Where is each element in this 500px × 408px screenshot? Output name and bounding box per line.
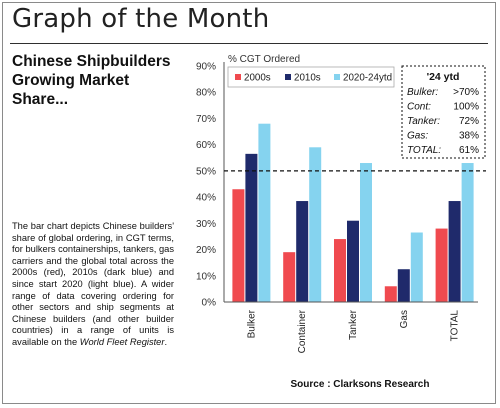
- graph-frame: [2, 2, 496, 404]
- y-tick-label: 0%: [202, 298, 217, 309]
- headline-line-3: Share...: [12, 91, 68, 108]
- ytd-row-value: >70%: [453, 87, 479, 98]
- ytd-row-value: 72%: [459, 116, 479, 127]
- y-tick-label: 40%: [196, 193, 216, 204]
- bar-gas-2000s: [384, 286, 397, 302]
- headline: Chinese Shipbuilders Growing Market Shar…: [12, 52, 202, 109]
- axes: [223, 62, 486, 303]
- x-label-container: Container: [297, 309, 308, 353]
- bar-bulker-2020-24ytd: [258, 123, 271, 302]
- bar-bulker-2010s: [245, 153, 258, 302]
- x-axis-labels: Bulker Container Tanker Gas TOTAL: [246, 309, 460, 353]
- ytd-row-label: Cont:: [407, 102, 431, 113]
- bar-bulker-2000s: [232, 189, 245, 302]
- legend-swatch-2000s: [235, 74, 241, 80]
- y-tick-label: 10%: [196, 271, 216, 282]
- bar-total-2010s: [448, 201, 461, 302]
- ytd-row-label: Tanker:: [407, 116, 440, 127]
- ytd-row-label: TOTAL:: [407, 145, 441, 156]
- bar-container-2010s: [296, 201, 309, 302]
- bar-gas-2020-24ytd: [410, 232, 423, 302]
- legend-swatch-2020-24ytd: [334, 74, 340, 80]
- x-label-gas: Gas: [399, 310, 410, 328]
- ytd-row-label: Bulker:: [407, 87, 438, 98]
- ytd-row-label: Gas:: [407, 131, 428, 142]
- bar-container-2020-24ytd: [309, 147, 322, 302]
- x-label-total: TOTAL: [450, 310, 461, 342]
- legend-label-2020-24ytd: 2020-24ytd: [343, 73, 392, 84]
- y-tick-label: 50%: [196, 166, 216, 177]
- y-tick-label: 20%: [196, 245, 216, 256]
- chart-description: The bar chart depicts Chinese builders' …: [12, 221, 174, 349]
- headline-line-1: Chinese Shipbuilders: [12, 53, 171, 70]
- ytd-annotation-box: '24 ytd Bulker: >70% Cont: 100% Tanker: 72% Gas…: [401, 65, 486, 159]
- ytd-row-value: 38%: [459, 131, 479, 142]
- y-tick-label: 60%: [196, 140, 216, 151]
- x-label-bulker: Bulker: [246, 309, 257, 338]
- legend-swatch-2010s: [285, 74, 291, 80]
- bar-tanker-2000s: [334, 239, 346, 302]
- bar-total-2020-24ytd: [461, 163, 474, 302]
- y-axis-title: % CGT Ordered: [228, 54, 300, 65]
- ytd-box-title: '24 ytd: [427, 71, 460, 83]
- y-tick-label: 90%: [196, 62, 216, 73]
- ytd-row-value: 61%: [459, 145, 479, 156]
- y-axis-ticks: 0% 10% 20% 30% 40% 50% 60% 70% 80% 90%: [196, 62, 216, 309]
- bars: [232, 123, 474, 302]
- legend-box: [227, 66, 395, 88]
- bar-tanker-2010s: [347, 220, 359, 302]
- bar-container-2000s: [283, 252, 296, 302]
- description-end: .: [164, 336, 168, 347]
- description-text: The bar chart depicts Chinese builders' …: [12, 221, 174, 347]
- bar-total-2000s: [435, 228, 448, 302]
- bar-tanker-2020-24ytd: [360, 163, 372, 302]
- world-fleet-register-link[interactable]: World Fleet Register: [79, 336, 165, 347]
- bar-gas-2010s: [397, 269, 410, 302]
- y-tick-label: 70%: [196, 114, 216, 125]
- legend: 2000s 2010s 2020-24ytd: [227, 66, 395, 88]
- ytd-row-value: 100%: [453, 102, 479, 113]
- y-tick-label: 80%: [196, 88, 216, 99]
- page-title: Graph of the Month: [12, 4, 270, 34]
- legend-label-2010s: 2010s: [294, 73, 321, 84]
- x-label-tanker: Tanker: [348, 309, 359, 340]
- headline-line-2: Growing Market: [12, 72, 130, 89]
- source-note: Source : Clarksons Research: [290, 379, 430, 390]
- y-tick-label: 30%: [196, 219, 216, 230]
- legend-label-2000s: 2000s: [244, 73, 271, 84]
- ytd-box-border: [401, 65, 486, 159]
- title-divider: [10, 43, 488, 44]
